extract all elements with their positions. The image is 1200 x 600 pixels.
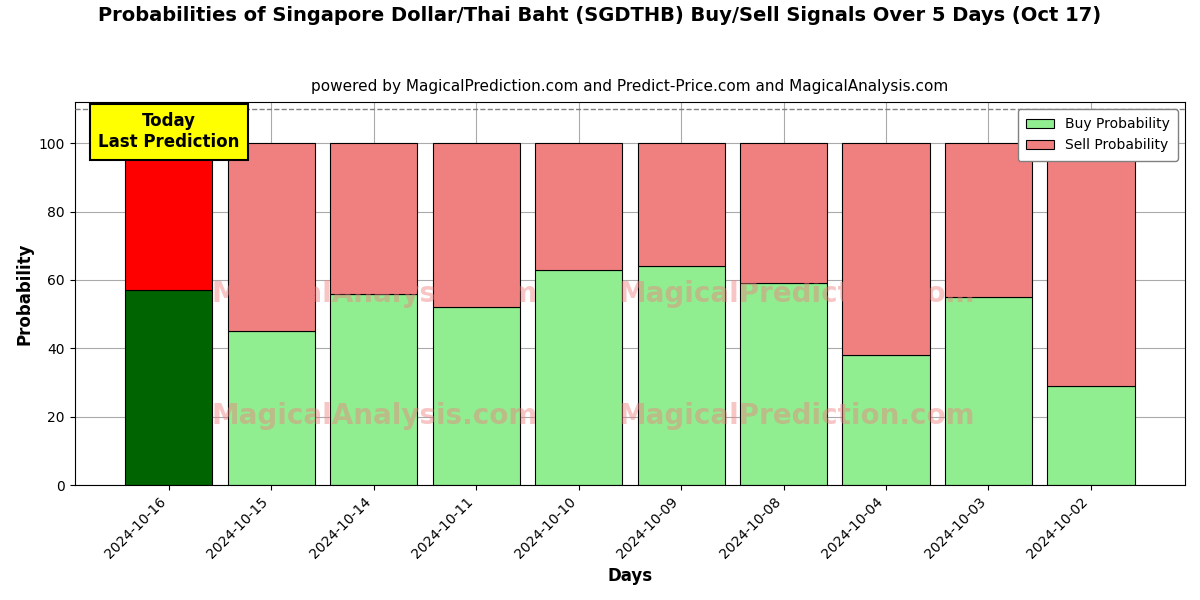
Text: MagicalAnalysis.com: MagicalAnalysis.com	[211, 280, 538, 308]
Bar	[842, 355, 930, 485]
Bar	[740, 143, 827, 283]
X-axis label: Days: Days	[607, 567, 653, 585]
Bar	[944, 297, 1032, 485]
Text: Today
Last Prediction: Today Last Prediction	[98, 112, 239, 151]
Bar	[637, 143, 725, 266]
Text: MagicalPrediction.com: MagicalPrediction.com	[618, 402, 974, 430]
Legend: Buy Probability, Sell Probability: Buy Probability, Sell Probability	[1018, 109, 1178, 161]
Title: powered by MagicalPrediction.com and Predict-Price.com and MagicalAnalysis.com: powered by MagicalPrediction.com and Pre…	[311, 79, 948, 94]
Bar	[842, 143, 930, 355]
Bar	[535, 269, 622, 485]
Y-axis label: Probability: Probability	[16, 242, 34, 345]
Bar	[944, 143, 1032, 297]
Bar	[228, 143, 314, 331]
Bar	[1048, 386, 1134, 485]
Bar	[330, 293, 418, 485]
Text: MagicalAnalysis.com: MagicalAnalysis.com	[211, 402, 538, 430]
Bar	[125, 290, 212, 485]
Bar	[740, 283, 827, 485]
Bar	[535, 143, 622, 269]
Bar	[330, 143, 418, 293]
Bar	[637, 266, 725, 485]
Bar	[1048, 143, 1134, 386]
Bar	[228, 331, 314, 485]
Bar	[432, 143, 520, 307]
Text: Probabilities of Singapore Dollar/Thai Baht (SGDTHB) Buy/Sell Signals Over 5 Day: Probabilities of Singapore Dollar/Thai B…	[98, 6, 1102, 25]
Bar	[125, 143, 212, 290]
Text: MagicalPrediction.com: MagicalPrediction.com	[618, 280, 974, 308]
Bar	[432, 307, 520, 485]
